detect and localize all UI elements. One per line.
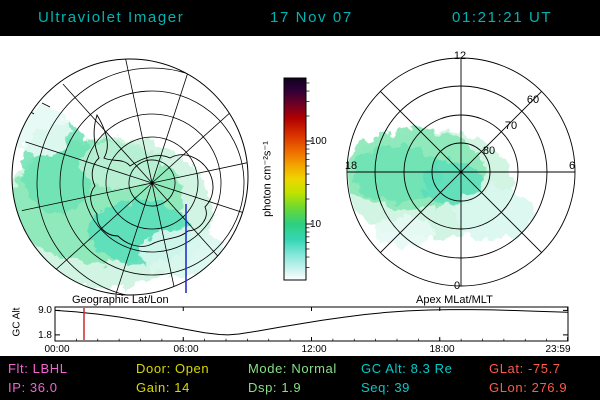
telemetry-seq: Seq: 39 — [361, 380, 411, 395]
colorbar-gradient — [284, 78, 306, 280]
mlt-label-18: 18 — [344, 160, 358, 172]
mlt-label-0: 0 — [453, 280, 461, 292]
mlt-label-6: 6 — [568, 160, 576, 172]
colorbar-units-label: photon cm⁻²s⁻¹ — [261, 141, 274, 217]
apex-polar-panel — [346, 57, 576, 287]
mlat-label-70: 70 — [504, 120, 518, 132]
header-date: 17 Nov 07 — [270, 9, 353, 26]
strip-ytick-9: 9.0 — [38, 305, 52, 316]
uv-emission-left — [12, 108, 226, 288]
altitude-curve — [54, 309, 568, 336]
colorbar-tick-100: 100 — [310, 136, 327, 147]
uv-emission-right — [348, 130, 534, 246]
strip-xtick-2359: 23:59 — [545, 344, 571, 355]
strip-xtick-1200: 12:00 — [301, 344, 327, 355]
telemetry-gc-alt: GC Alt: 8.3 Re — [361, 361, 453, 376]
left-panel-title: Geographic Lat/Lon — [72, 294, 169, 306]
colorbar-tick-10: 10 — [310, 219, 322, 230]
footer-bar: Flt: LBHL Door: Open Mode: Normal GC Alt… — [0, 356, 600, 400]
altitude-strip-chart — [54, 306, 569, 342]
strip-y-axis-label: GC Alt — [11, 307, 23, 337]
telemetry-dsp: Dsp: 1.9 — [248, 380, 302, 395]
colorbar — [283, 77, 312, 281]
south-america-coastline — [13, 71, 67, 99]
telemetry-glon: GLon: 276.9 — [489, 380, 568, 395]
colorbar-ticks — [306, 82, 312, 268]
telemetry-mode: Mode: Normal — [248, 361, 337, 376]
right-panel-title: Apex MLat/MLT — [416, 294, 493, 306]
map-boundary-circle — [11, 58, 249, 296]
mlat-label-80: 80 — [482, 145, 496, 157]
telemetry-door: Door: Open — [136, 361, 210, 376]
strip-xtick-0000: 00:00 — [44, 344, 70, 355]
apex-grid — [346, 57, 576, 287]
telemetry-flt: Flt: LBHL — [8, 361, 68, 376]
telemetry-gain: Gain: 14 — [136, 380, 190, 395]
header-bar: Ultraviolet Imager 17 Nov 07 01:21:21 UT — [0, 0, 600, 36]
geographic-map-panel — [11, 58, 249, 296]
strip-chart-frame — [54, 306, 569, 342]
telemetry-ip: IP: 36.0 — [8, 380, 58, 395]
strip-chart-ticks — [54, 307, 569, 341]
strip-xtick-0600: 06:00 — [173, 344, 199, 355]
mlat-label-60: 60 — [526, 94, 540, 106]
header-time: 01:21:21 UT — [452, 9, 553, 26]
strip-xtick-1800: 18:00 — [429, 344, 455, 355]
mlt-label-12: 12 — [453, 50, 467, 62]
app-title: Ultraviolet Imager — [38, 9, 185, 26]
strip-ytick-1-8: 1.8 — [38, 330, 52, 341]
telemetry-glat: GLat: -75.7 — [489, 361, 561, 376]
